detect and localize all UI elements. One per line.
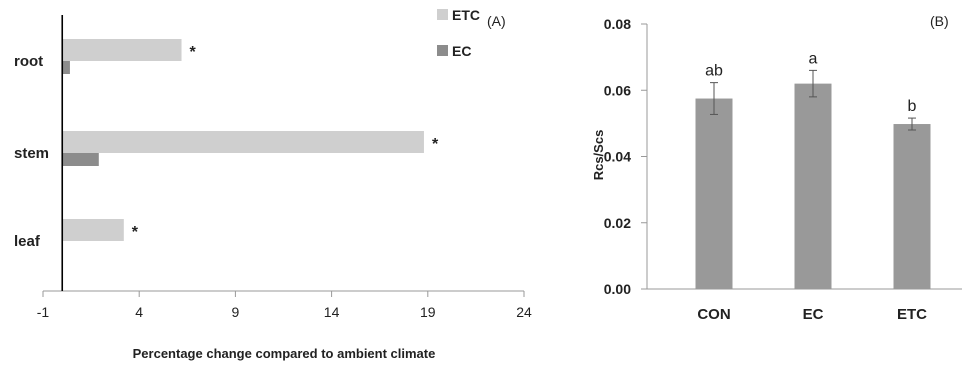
panel-a-category-labels: root stem leaf — [14, 53, 49, 250]
panel-a-bar-etc-leaf — [62, 219, 124, 241]
panel-a-category-label-leaf: leaf — [14, 233, 41, 250]
panel-b-category-labels: CON EC ETC — [697, 306, 927, 323]
panel-a-star-stem: * — [432, 136, 439, 153]
panel-b-significance-letter-etc: b — [908, 98, 917, 115]
panel-a-bar-ec-root — [62, 61, 70, 74]
panel-a-star-root: * — [190, 44, 197, 61]
panel-a-x-tick-label: 14 — [324, 304, 340, 320]
panel-a-star-leaf: * — [132, 224, 139, 241]
panel-a-bar-ec-stem — [62, 153, 99, 166]
panel-b-category-label-con: CON — [697, 306, 730, 323]
panel-a-legend-swatch-etc — [437, 9, 448, 20]
panel-b-y-axis-title: Rcs/Scs — [591, 130, 606, 181]
panel-b-category-label-ec: EC — [803, 306, 824, 323]
panel-b-bar-con — [695, 98, 733, 289]
panel-a-bar-etc-stem — [62, 131, 424, 153]
panel-b-bar-etc — [893, 124, 931, 289]
panel-a-x-ticks: -1 4 9 14 19 24 — [37, 291, 532, 320]
panel-b-error-bars — [710, 69, 916, 131]
panel-b-significance-letter-con: ab — [705, 63, 723, 80]
panel-b-bars — [695, 83, 931, 289]
panel-a-x-tick-label: 9 — [232, 304, 240, 320]
panel-b-y-tick-label: 0.00 — [604, 281, 631, 297]
panel-b-label: (B) — [930, 13, 949, 29]
panel-a-horizontal-bar-chart: -1 4 9 14 19 24 root stem leaf * * * ETC EC (A) Pe… — [14, 7, 532, 361]
panel-a-x-tick-label: 19 — [420, 304, 436, 320]
panel-b-y-tick-label: 0.04 — [604, 149, 631, 165]
panel-a-bar-etc-root — [62, 39, 182, 61]
panel-b-y-tick-label: 0.06 — [604, 82, 631, 98]
panel-a-x-tick-label: 24 — [516, 304, 532, 320]
panel-b-y-tick-label: 0.08 — [604, 16, 631, 32]
panel-b-category-label-etc: ETC — [897, 306, 927, 323]
panel-a-legend: ETC EC — [437, 7, 480, 59]
panel-b-significance-letter-ec: a — [809, 50, 818, 67]
panel-b-bar-ec — [794, 83, 832, 289]
panel-a-significance-stars: * * * — [132, 44, 439, 241]
panel-a-bars — [62, 39, 424, 241]
panel-a-x-axis-title: Percentage change compared to ambient cl… — [133, 346, 436, 361]
panel-a-x-tick-label: -1 — [37, 304, 50, 320]
panel-a-legend-swatch-ec — [437, 45, 448, 56]
panel-a-legend-label-ec: EC — [452, 43, 471, 59]
panel-b-y-ticks: 0.00 0.02 0.04 0.06 0.08 — [604, 16, 647, 297]
panel-a-label: (A) — [487, 13, 506, 29]
panel-a-x-tick-label: 4 — [135, 304, 143, 320]
panel-a-legend-label-etc: ETC — [452, 7, 480, 23]
panel-a-category-label-stem: stem — [14, 145, 49, 162]
panel-b-y-tick-label: 0.02 — [604, 215, 631, 231]
panel-a-category-label-root: root — [14, 53, 43, 70]
